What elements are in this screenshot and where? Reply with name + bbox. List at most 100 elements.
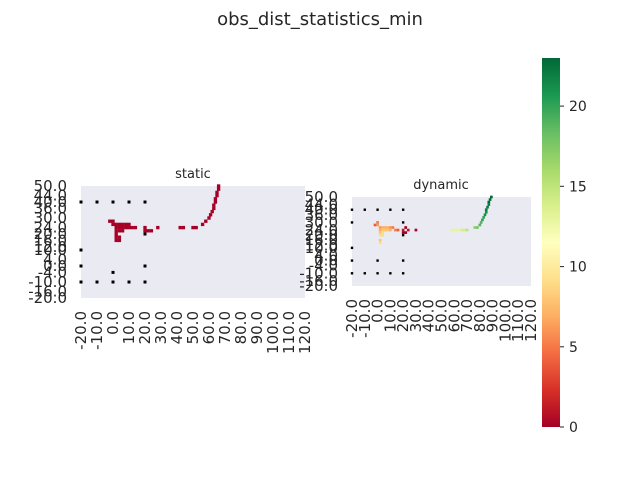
dynamic-heatmap-cell [450,228,454,232]
dynamic-x-tick-label: 70.0 [458,299,476,332]
dynamic-y-tick-label: 20.0 [305,226,338,244]
dynamic-waypoint-marker [350,259,354,262]
dynamic-heatmap-cell [378,233,382,237]
colorbar-tick-label: 0 [569,420,578,436]
static-y-tick-label: 36.0 [34,199,67,217]
static-waypoint-marker [143,200,147,204]
dynamic-heatmap-cell [389,228,392,232]
dynamic-heatmap-cell [383,228,387,232]
static-waypoint-marker [143,264,147,268]
dynamic-heatmap-cell [452,228,456,232]
static-y-tick-label: 30.0 [34,209,67,227]
static-x-tick-label: 110.0 [280,311,298,354]
static-y-tick-label: 24.0 [34,219,67,237]
dynamic-plot-area [352,197,531,286]
dynamic-waypoint-marker [401,259,405,262]
static-heatmap-cell [216,187,221,191]
dynamic-heatmap-cell [458,228,461,232]
dynamic-y-tick-label: 12.0 [305,236,338,254]
dynamic-heatmap-cell [406,228,410,232]
static-heatmap-cell [111,219,115,223]
dynamic-x-tick-label: 80.0 [471,299,489,332]
static-heatmap-cell [216,184,221,188]
dynamic-heatmap-cell [378,241,382,245]
dynamic-y-tick-label: 40.0 [305,201,338,219]
static-heatmap-cell [114,229,118,233]
dynamic-heatmap-cell [401,231,405,234]
static-heatmap-cell [191,225,195,230]
static-heatmap-cell [146,229,150,233]
dynamic-waypoint-marker [389,208,392,211]
static-x-tick-label: 30.0 [152,311,170,344]
dynamic-heatmap-cell [373,223,377,227]
dynamic-y-tick-label: -4.0 [309,257,338,275]
dynamic-y-tick-label: 36.0 [305,206,338,224]
static-heatmap-cell [208,213,213,217]
dynamic-y-tick-label: 4.0 [314,247,338,265]
static-heatmap-cell [181,225,186,230]
colorbar-tick-label: 5 [569,340,578,356]
dynamic-x-tick-label: 30.0 [407,299,425,332]
static-waypoint-marker [143,232,147,236]
colorbar-tick-labels: 0 5 10 15 20 [560,99,587,436]
dynamic-heatmap-cell [391,226,395,229]
dynamic-heatmap-cell [404,226,408,229]
static-waypoint-marker [79,264,83,268]
dynamic-waypoint-marker [376,272,379,275]
static-heatmap-cell [124,225,128,230]
static-heatmap-cell [114,238,118,243]
static-waypoint-marker [127,200,131,204]
static-heatmap-cell [120,222,125,227]
dynamic-heatmap-panel: dynamic 50.044.040.036.030.024.020.016.0… [299,178,540,342]
dynamic-heatmap-cell [378,226,382,229]
dynamic-waypoint-marker [401,221,405,224]
dynamic-x-tick-label: 20.0 [394,299,412,332]
dynamic-y-tick-label: -16.0 [299,272,338,290]
static-waypoint-marker [95,200,99,204]
dynamic-heatmap-cell [481,218,484,222]
dynamic-heatmap-cell [376,221,379,224]
static-y-tick-label: 4.0 [43,251,67,269]
static-y-tick-label: 44.0 [34,187,67,205]
static-heatmap-cell [200,222,205,227]
static-y-tick-label: 12.0 [34,238,67,256]
dynamic-heatmap-cell [484,210,488,214]
static-y-tick-label: 50.0 [34,177,67,195]
dynamic-heatmap-cell [460,228,464,232]
static-heatmap-cell [111,222,115,227]
static-heatmap-cell [120,229,125,233]
dynamic-heatmap-cell [455,228,459,232]
static-y-tick-label: -16.0 [28,283,67,301]
colorbar-gradient [542,58,560,427]
dynamic-y-tick-label: 24.0 [305,221,338,239]
dynamic-y-tick-labels: 50.044.040.036.030.024.020.016.012.010.0… [299,188,338,295]
static-heatmap-cell [114,232,118,236]
dynamic-heatmap-cell [381,231,385,234]
colorbar: 0 5 10 15 20 [542,58,587,436]
dynamic-waypoint-marker [376,208,379,211]
dynamic-y-tick-label: 10.0 [305,239,338,257]
dynamic-waypoint-marker [350,272,354,275]
static-heatmap-panel: static 50.044.040.036.030.024.020.016.01… [28,167,314,354]
static-heatmap-cell [213,197,218,201]
dynamic-waypoint-marker [389,272,392,275]
static-y-tick-label: -4.0 [38,263,67,281]
static-heatmap-cell [117,235,122,239]
dynamic-x-tick-label: 60.0 [445,299,463,332]
static-y-tick-label: 40.0 [34,193,67,211]
static-waypoint-marker [95,280,99,284]
static-y-tick-label: 0.0 [43,257,67,275]
static-heatmap-cell [215,193,219,198]
dynamic-heatmap-cell [401,228,405,232]
static-x-tick-label: 90.0 [248,311,266,344]
dynamic-x-tick-label: 50.0 [433,299,451,332]
dynamic-heatmap-cell [378,231,382,234]
static-x-tick-label: 50.0 [184,311,202,344]
static-waypoint-marker [111,280,115,284]
dynamic-heatmap-cell [482,216,486,219]
dynamic-heatmap-cell [487,203,491,206]
static-heatmap-cell [178,225,182,230]
static-x-tick-label: -20.0 [72,311,90,350]
static-waypoint-marker [127,280,131,284]
